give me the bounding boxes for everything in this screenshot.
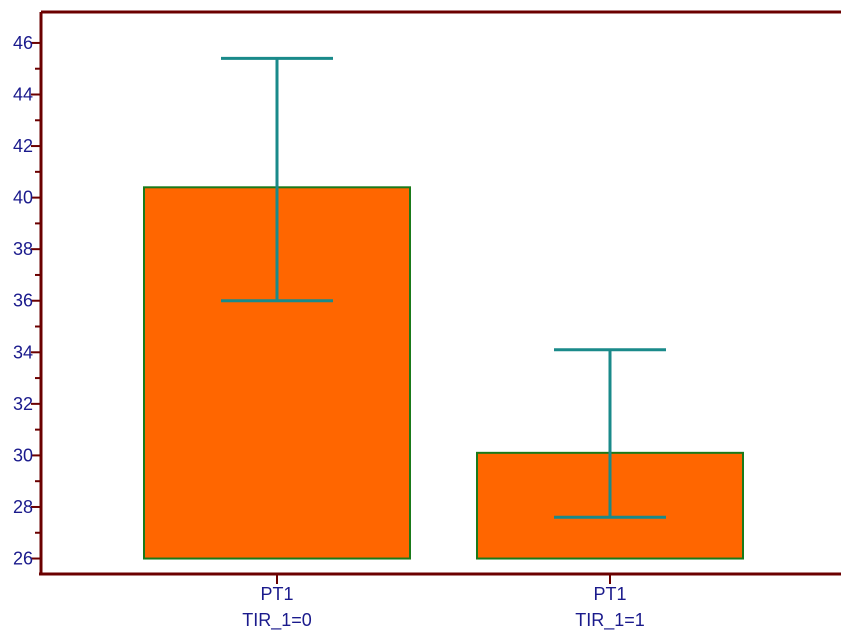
- category-label-line1: PT1: [260, 584, 293, 604]
- y-tick-label: 30: [13, 445, 33, 465]
- bars: [143, 186, 744, 560]
- y-tick-label: 40: [13, 188, 33, 208]
- y-tick-label: 34: [13, 342, 33, 362]
- y-tick-label: 36: [13, 291, 33, 311]
- y-tick-label: 38: [13, 239, 33, 259]
- y-tick-label: 26: [13, 549, 33, 569]
- category-label-line2: TIR_1=0: [242, 610, 312, 630]
- category-label-line2: TIR_1=1: [575, 610, 645, 630]
- x-axis: [39, 572, 841, 584]
- category-label-line1: PT1: [593, 584, 626, 604]
- category-labels: PT1 TIR_1=0 PT1 TIR_1=1: [242, 584, 645, 630]
- y-tick-label: 44: [13, 84, 33, 104]
- error-bars: [221, 56, 666, 519]
- y-tick-label: 42: [13, 136, 33, 156]
- y-tick-label: 32: [13, 394, 33, 414]
- y-axis: 26 28 30 32 34 36 38 40 42 44 46: [13, 10, 841, 574]
- y-tick-label: 28: [13, 497, 33, 517]
- y-tick-label: 46: [13, 33, 33, 53]
